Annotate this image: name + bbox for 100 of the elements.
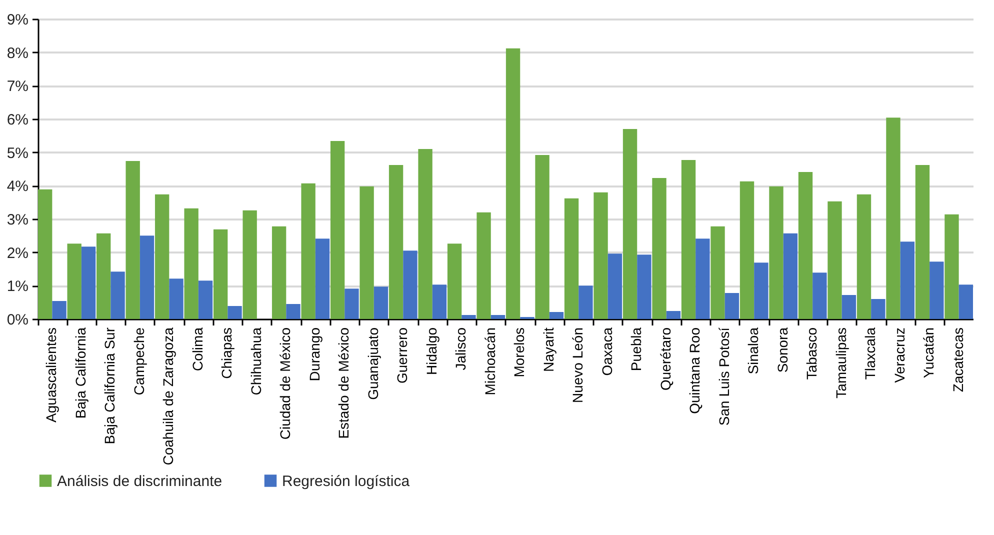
bar — [360, 186, 374, 319]
x-tick-label: Guerrero — [394, 327, 410, 384]
bar — [418, 149, 432, 319]
bar — [184, 208, 198, 319]
x-tick-label: Veracruz — [891, 328, 908, 383]
bar — [754, 262, 768, 319]
bar — [900, 242, 915, 319]
y-tick-label: 4% — [6, 178, 28, 196]
x-tick-label: Morelos — [511, 328, 528, 378]
bar — [374, 286, 388, 319]
x-tick-label: Zacatecas — [950, 328, 966, 392]
bar — [637, 254, 652, 319]
x-tick-label: Sonora — [774, 327, 790, 373]
x-tick-label: Nayarit — [540, 327, 556, 372]
x-tick-label: Sinaloa — [745, 327, 762, 374]
bar — [110, 272, 125, 319]
bar — [315, 238, 330, 319]
x-tick-label: Coahuila de Zaragoza — [160, 327, 176, 466]
x-tick-label: Chihuahua — [248, 327, 264, 396]
bar — [476, 212, 491, 319]
x-tick-label: Tlaxcala — [862, 327, 878, 380]
bar — [812, 272, 827, 319]
bar — [856, 194, 872, 319]
bar — [915, 165, 930, 319]
bar — [798, 172, 813, 319]
x-tick-label: Puebla — [628, 327, 644, 372]
bar — [330, 141, 345, 319]
bar — [447, 244, 462, 319]
x-tick-label: Chiapas — [218, 328, 235, 379]
y-tick-label: 6% — [6, 112, 28, 128]
x-tick-label: Baja California — [72, 327, 88, 419]
bar — [535, 155, 550, 319]
bar — [769, 186, 784, 319]
bar — [140, 236, 154, 319]
bar — [740, 181, 754, 319]
x-tick-label: Tamaulipas — [832, 328, 849, 398]
bar — [652, 178, 666, 319]
bar — [344, 288, 359, 319]
bar — [67, 244, 82, 319]
x-tick-label: Oaxaca — [598, 327, 615, 376]
bar — [506, 48, 520, 319]
legend-label: Regresión logística — [282, 472, 410, 490]
bar — [958, 284, 973, 319]
y-tick-label: 5% — [6, 144, 28, 162]
bar — [594, 192, 608, 319]
x-tick-label: Michoacán — [482, 328, 498, 396]
bar — [724, 293, 740, 319]
y-tick-label: 7% — [6, 78, 28, 96]
bar — [301, 183, 316, 319]
x-tick-label: Nuevo León — [570, 328, 586, 404]
bar — [169, 278, 184, 319]
bar — [681, 160, 696, 319]
bar — [432, 284, 447, 319]
y-tick-label: 1% — [6, 278, 28, 296]
bar — [242, 210, 257, 319]
y-tick-label: 0% — [6, 312, 28, 328]
bar — [38, 189, 52, 319]
x-tick-label: Aguascalientes — [43, 328, 60, 422]
bar — [608, 254, 622, 319]
x-tick-label: Estado de México — [336, 327, 352, 439]
bar — [622, 129, 638, 319]
bar — [944, 214, 959, 319]
bar — [198, 280, 213, 319]
bar — [462, 315, 476, 319]
y-tick-label: 3% — [6, 212, 28, 228]
bar — [886, 118, 900, 319]
bar — [286, 304, 300, 319]
bar — [696, 238, 710, 319]
bar — [783, 233, 798, 319]
bar — [710, 226, 725, 319]
y-tick-label: 2% — [6, 244, 28, 262]
bar — [96, 233, 111, 319]
bar — [828, 201, 842, 319]
bar — [930, 262, 944, 319]
bar — [154, 194, 170, 319]
bar — [52, 301, 66, 319]
bar — [272, 226, 286, 319]
bar — [564, 198, 579, 319]
x-tick-label: Yucatán — [920, 328, 937, 378]
bar — [842, 295, 856, 319]
bar — [871, 299, 886, 319]
bar — [403, 250, 418, 319]
bar — [578, 286, 593, 319]
y-tick-label: 8% — [6, 44, 28, 62]
y-tick-label: 9% — [6, 12, 28, 28]
x-tick-label: Hidalgo — [423, 327, 440, 375]
bar — [228, 306, 242, 319]
x-tick-label: Ciudad de México — [277, 327, 294, 440]
x-tick-label: Guanajuato — [364, 327, 381, 400]
bar — [388, 165, 404, 319]
bar — [549, 312, 564, 319]
bar — [666, 311, 681, 319]
x-tick-label: San Luis Potosí — [716, 327, 732, 426]
x-tick-label: Baja California Sur — [102, 327, 118, 444]
x-tick-label: Durango — [306, 327, 322, 382]
bar — [213, 229, 228, 319]
x-tick-label: Tabasco — [804, 327, 820, 380]
x-tick-label: Querétaro — [657, 327, 674, 391]
x-tick-label: Campeche — [130, 327, 147, 396]
x-tick-label: Colima — [189, 327, 206, 372]
